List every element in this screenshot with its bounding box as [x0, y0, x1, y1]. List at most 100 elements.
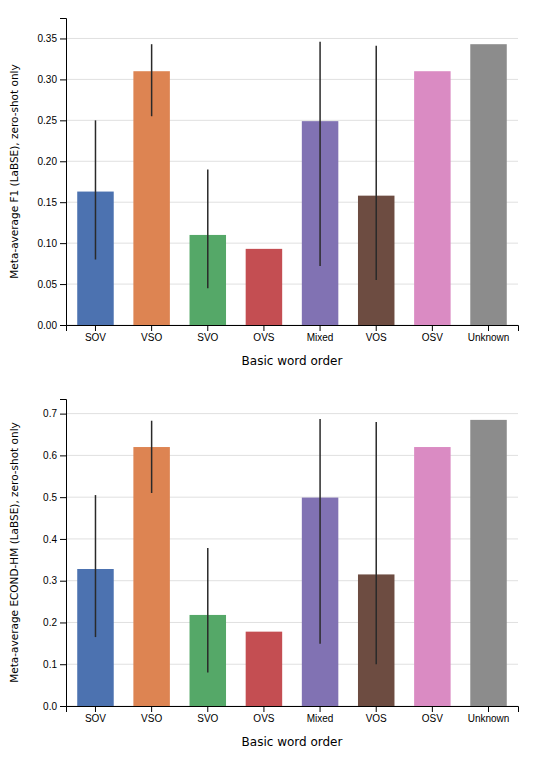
tick-label: OVS: [253, 332, 274, 343]
tick-mark: [60, 622, 66, 623]
tick-label: Mixed: [307, 332, 334, 343]
x-axis: SOV VSO SVO OVS Mixed VOS OSV Unknown: [67, 706, 519, 724]
bar: [414, 447, 450, 706]
grid-line: [66, 38, 518, 39]
tick-label: 0.4: [43, 534, 57, 545]
tick-label: 0.6: [43, 450, 57, 461]
x-tick: VOS: [366, 325, 387, 343]
tick-mark: [60, 539, 66, 540]
tick-mark: [151, 706, 152, 712]
tick-label: 0.10: [38, 238, 58, 249]
x-tick: SVO: [197, 706, 218, 724]
tick-mark: [207, 706, 208, 712]
tick-mark: [60, 284, 66, 285]
y-axis-title: Meta-average F1 (LaBSE), zero-shot only: [8, 64, 20, 278]
y-tick: 0.1: [43, 659, 66, 670]
tick-label: Unknown: [468, 713, 510, 724]
tick-label: 0.30: [38, 74, 58, 85]
tick-mark: [488, 706, 489, 712]
tick-label: 0.5: [43, 492, 57, 503]
tick-mark: [95, 706, 96, 712]
y-axis: 0.0 0.1 0.2 0.3 0.4 0.5 0.6 0.7: [43, 400, 66, 712]
tick-mark: [263, 325, 264, 331]
error-bar: [375, 422, 377, 664]
tick-mark: [320, 706, 321, 712]
tick-label: VOS: [366, 713, 387, 724]
panel: 0.000.050.100.150.200.250.300.35SOVVSOSV…: [8, 19, 519, 369]
y-tick: 0.7: [43, 408, 66, 419]
tick-label: 0.0: [43, 701, 57, 712]
x-tick: VOS: [366, 706, 387, 724]
tick-mark: [60, 581, 66, 582]
y-tick: 0.4: [43, 534, 66, 545]
x-axis-title: Basic word order: [242, 735, 343, 749]
bar: [414, 71, 450, 325]
tick-mark: [95, 325, 96, 331]
x-tick: SOV: [85, 706, 106, 724]
tick-mark: [60, 706, 66, 707]
bar: [470, 44, 506, 325]
tick-mark: [376, 325, 377, 331]
tick-label: 0.1: [43, 659, 57, 670]
grid: [66, 38, 518, 325]
tick-label: VSO: [141, 713, 162, 724]
tick-mark: [320, 325, 321, 331]
tick-label: 0.3: [43, 575, 57, 586]
axis-line: [60, 400, 67, 707]
bar: [470, 420, 506, 706]
tick-label: VSO: [141, 332, 162, 343]
tick-mark: [263, 706, 264, 712]
x-tick: OSV: [422, 325, 443, 343]
x-tick: SVO: [197, 325, 218, 343]
tick-mark: [60, 38, 66, 39]
tick-label: SOV: [85, 713, 106, 724]
plot-area: [77, 419, 507, 706]
y-tick: 0.20: [38, 156, 66, 167]
tick-label: SVO: [197, 713, 218, 724]
axis-line: [67, 326, 519, 332]
x-tick: Mixed: [307, 706, 334, 724]
error-bar: [95, 120, 97, 259]
y-tick: 0.00: [38, 320, 66, 331]
y-tick: 0.0: [43, 701, 66, 712]
y-tick: 0.25: [38, 115, 66, 126]
plot-area: [77, 42, 507, 325]
tick-mark: [60, 79, 66, 80]
x-tick: Unknown: [468, 706, 510, 724]
tick-mark: [376, 706, 377, 712]
y-tick: 0.35: [38, 33, 66, 44]
tick-label: 0.20: [38, 156, 58, 167]
tick-mark: [488, 325, 489, 331]
tick-mark: [60, 325, 66, 326]
tick-label: 0.2: [43, 617, 57, 628]
x-tick: Mixed: [307, 325, 334, 343]
tick-mark: [60, 414, 66, 415]
x-tick: OSV: [422, 706, 443, 724]
tick-mark: [60, 243, 66, 244]
axis-line: [60, 19, 67, 326]
tick-label: OVS: [253, 713, 274, 724]
grid-line: [66, 413, 518, 414]
y-tick: 0.5: [43, 492, 66, 503]
y-tick: 0.10: [38, 238, 66, 249]
tick-mark: [60, 161, 66, 162]
y-tick: 0.30: [38, 74, 66, 85]
figure: 0.000.050.100.150.200.250.300.35SOVVSOSV…: [0, 0, 534, 762]
y-tick: 0.3: [43, 575, 66, 586]
tick-label: SVO: [197, 332, 218, 343]
error-bar: [151, 421, 153, 493]
tick-label: 0.00: [38, 320, 58, 331]
tick-mark: [207, 325, 208, 331]
y-tick: 0.2: [43, 617, 66, 628]
x-tick: VSO: [141, 325, 162, 343]
y-axis-title: Meta-average ECOND-HM (LaBSE), zero-shot…: [8, 422, 20, 683]
bar: [246, 632, 282, 706]
x-tick: VSO: [141, 706, 162, 724]
error-bar: [95, 495, 97, 637]
x-tick: SOV: [85, 325, 106, 343]
error-bar: [319, 419, 321, 644]
axis-line: [67, 707, 519, 713]
tick-mark: [432, 706, 433, 712]
error-bar: [375, 46, 377, 280]
tick-label: Unknown: [468, 332, 510, 343]
